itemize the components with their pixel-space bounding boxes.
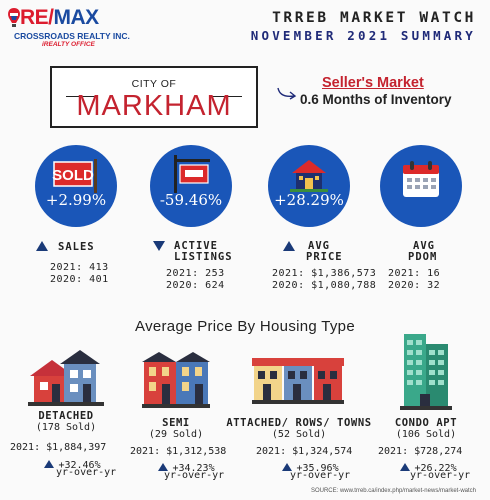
price-label-2: PRICE bbox=[306, 251, 343, 263]
price-change: +28.29% bbox=[274, 191, 344, 209]
down-arrow-icon bbox=[153, 241, 165, 251]
sales-2021: 2021: 413 bbox=[50, 262, 109, 273]
up-arrow-icon bbox=[283, 241, 295, 251]
divider bbox=[66, 96, 98, 97]
page-subtitle: NOVEMBER 2021 SUMMARY bbox=[250, 28, 476, 43]
towns-sold: (52 Sold) bbox=[271, 429, 327, 440]
condo-name: CONDO APT bbox=[394, 417, 458, 429]
price-label: AVG bbox=[308, 240, 330, 252]
detached-change-row: +32.46% bbox=[44, 455, 101, 473]
semi-house-icon bbox=[142, 352, 210, 408]
detached-name: DETACHED bbox=[38, 410, 94, 422]
sales-2020: 2020: 401 bbox=[50, 274, 109, 285]
listing-sign-icon bbox=[174, 155, 210, 193]
condo-price: 2021: $728,274 bbox=[378, 446, 463, 457]
sales-change: +2.99% bbox=[45, 191, 107, 209]
detached-sold: (178 Sold) bbox=[35, 422, 97, 433]
condo-yoy: yr-over-yr bbox=[410, 470, 471, 481]
towns-change: +35.96% bbox=[296, 463, 339, 474]
detached-yoy: yr-over-yr bbox=[56, 467, 117, 478]
city-prefix: CITY OF bbox=[131, 78, 177, 90]
price-circle: +28.29% bbox=[268, 145, 350, 227]
pdom-label-2: PDOM bbox=[408, 251, 438, 263]
listings-label-2: LISTINGS bbox=[174, 251, 233, 263]
townhouse-icon bbox=[252, 358, 344, 404]
towns-yoy: yr-over-yr bbox=[290, 470, 351, 481]
price-2021: 2021: $1,386,573 bbox=[272, 268, 377, 279]
price-2020: 2020: $1,080,788 bbox=[272, 280, 377, 291]
sales-circle: SOLD +2.99% bbox=[35, 145, 117, 227]
logo-office: iREALTY OFFICE bbox=[42, 41, 95, 48]
page-title: TRREB MARKET WATCH bbox=[272, 10, 476, 26]
divider bbox=[210, 96, 242, 97]
towns-price: 2021: $1,324,574 bbox=[256, 446, 353, 457]
semi-change: +34.23% bbox=[172, 463, 215, 474]
svg-text:SOLD: SOLD bbox=[52, 167, 94, 184]
listings-2020: 2020: 624 bbox=[166, 280, 225, 291]
market-type: Seller's Market bbox=[322, 75, 424, 91]
logo-brand: RE/MAX bbox=[20, 6, 99, 29]
arrow-right-icon bbox=[277, 87, 297, 100]
listings-change: -59.46% bbox=[159, 191, 223, 209]
towns-change-row: +35.96% bbox=[282, 458, 339, 476]
condo-change-row: +26.22% bbox=[400, 458, 457, 476]
sales-label: SALES bbox=[58, 241, 95, 253]
listings-label: ACTIVE bbox=[174, 240, 218, 252]
up-arrow-icon bbox=[36, 241, 48, 251]
detached-change: +32.46% bbox=[58, 460, 101, 471]
condo-sold: (106 Sold) bbox=[395, 429, 457, 440]
up-arrow-icon bbox=[158, 463, 168, 471]
sold-sign-icon: SOLD bbox=[52, 159, 97, 193]
semi-price: 2021: $1,312,538 bbox=[130, 446, 227, 457]
pdom-circle bbox=[380, 145, 462, 227]
condo-change: +26.22% bbox=[414, 463, 457, 474]
semi-sold: (29 Sold) bbox=[148, 429, 204, 440]
listings-2021: 2021: 253 bbox=[166, 268, 225, 279]
condo-icon bbox=[400, 334, 452, 410]
detached-price: 2021: $1,884,397 bbox=[10, 442, 107, 453]
semi-yoy: yr-over-yr bbox=[164, 470, 225, 481]
semi-name: SEMI bbox=[162, 417, 190, 429]
up-arrow-icon bbox=[400, 463, 410, 471]
pdom-label: AVG bbox=[413, 240, 435, 252]
towns-name: ATTACHED/ ROWS/ TOWNS bbox=[226, 417, 372, 429]
up-arrow-icon bbox=[282, 463, 292, 471]
pdom-2021: 2021: 16 bbox=[388, 268, 441, 279]
detached-house-icon bbox=[28, 350, 104, 406]
section-title: Average Price By Housing Type bbox=[135, 318, 355, 335]
remax-logo: RE/MAX CROSSROADS REALTY INC. iREALTY OF… bbox=[6, 6, 134, 52]
balloon-icon bbox=[8, 8, 20, 27]
city-box: CITY OF MARKHAM bbox=[50, 66, 258, 128]
semi-change-row: +34.23% bbox=[158, 458, 215, 476]
pdom-2020: 2020: 32 bbox=[388, 280, 441, 291]
source-link[interactable]: SOURCE: www.trreb.ca/index.php/market-ne… bbox=[310, 488, 476, 494]
logo-brokerage: CROSSROADS REALTY INC. bbox=[14, 31, 130, 41]
calendar-icon bbox=[403, 161, 439, 197]
up-arrow-icon bbox=[44, 460, 54, 468]
house-icon bbox=[290, 160, 328, 192]
city-name: MARKHAM bbox=[76, 90, 232, 122]
months-of-inventory: 0.6 Months of Inventory bbox=[300, 92, 452, 107]
listings-circle: -59.46% bbox=[150, 145, 232, 227]
